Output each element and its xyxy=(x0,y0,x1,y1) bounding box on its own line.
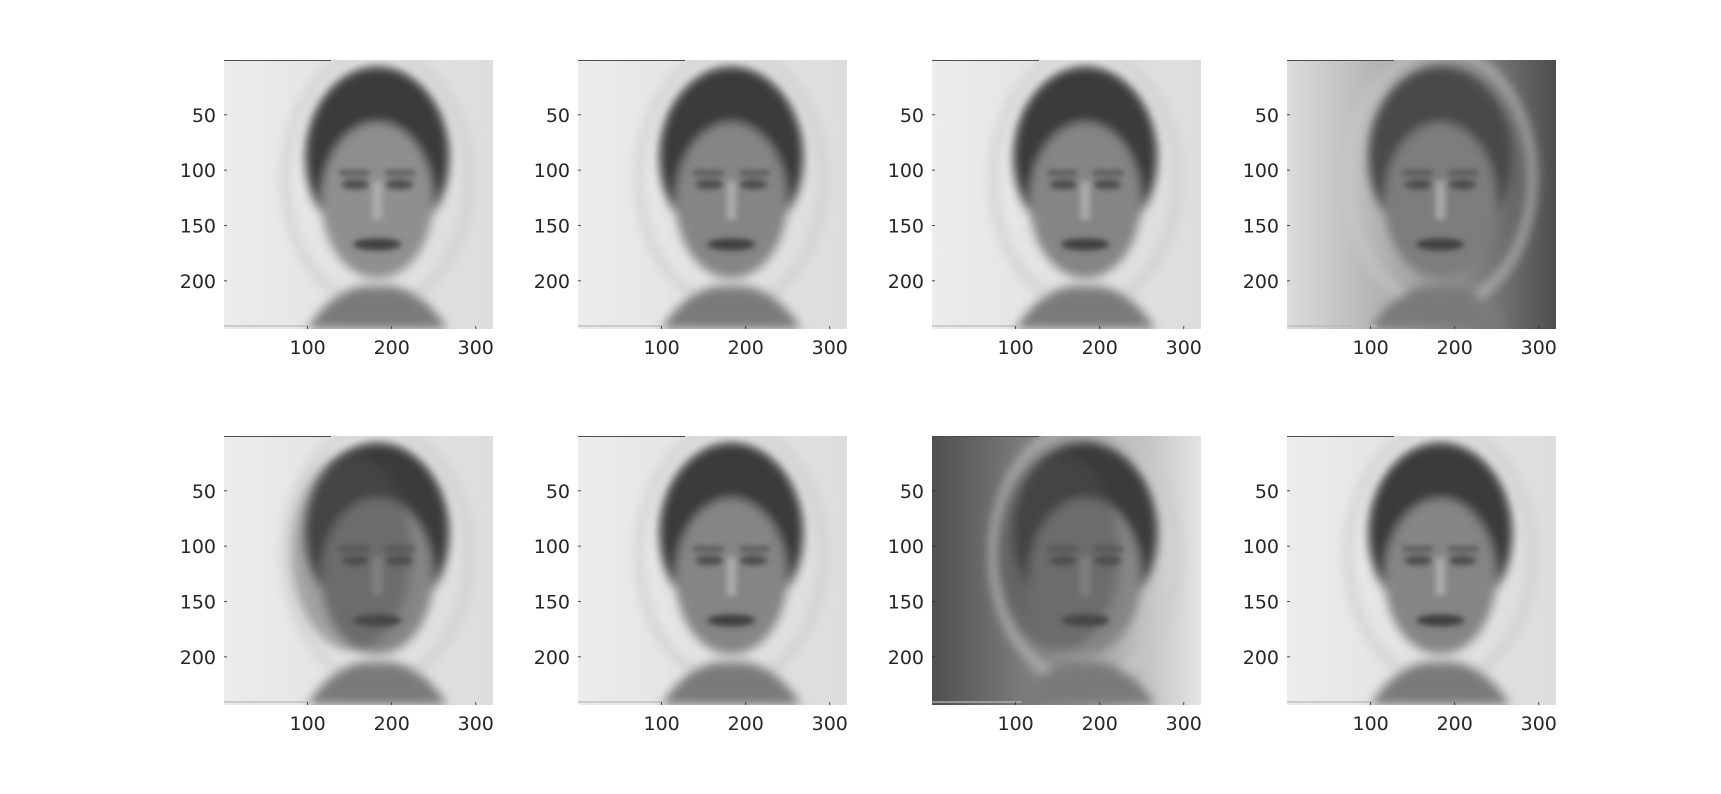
y-tick-label: 50 xyxy=(546,481,570,503)
y-tick-label: 100 xyxy=(1243,160,1279,182)
x-tick-label: 100 xyxy=(998,337,1034,359)
y-tick-label: 200 xyxy=(1243,271,1279,293)
face-image xyxy=(1287,436,1556,705)
x-tick-label: 200 xyxy=(374,713,410,735)
x-tick-label: 300 xyxy=(812,337,848,359)
y-tick-label: 200 xyxy=(534,647,570,669)
x-tick-label: 100 xyxy=(998,713,1034,735)
x-tick-label: 100 xyxy=(1353,337,1389,359)
y-tick-label: 200 xyxy=(180,271,216,293)
y-tick-label: 100 xyxy=(180,536,216,558)
x-tick-label: 300 xyxy=(812,713,848,735)
y-tick-label: 100 xyxy=(888,160,924,182)
face-image xyxy=(578,60,847,329)
y-tick-label: 100 xyxy=(180,160,216,182)
subplot-5: 100 200 300 50 100 150 200 xyxy=(180,436,494,735)
x-tick-label: 300 xyxy=(1521,713,1557,735)
x-tick-label: 100 xyxy=(644,713,680,735)
x-tick-label: 300 xyxy=(1166,713,1202,735)
face-image xyxy=(224,436,493,705)
y-tick-label: 50 xyxy=(192,105,216,127)
y-tick-label: 200 xyxy=(888,647,924,669)
y-tick-label: 150 xyxy=(534,591,570,613)
x-tick-label: 100 xyxy=(644,337,680,359)
y-tick-label: 50 xyxy=(900,481,924,503)
y-tick-label: 50 xyxy=(1255,105,1279,127)
y-tick-label: 150 xyxy=(180,591,216,613)
x-tick-label: 300 xyxy=(1521,337,1557,359)
y-tick-label: 100 xyxy=(534,536,570,558)
subplot-8: 100 200 300 50 100 150 200 xyxy=(1243,436,1557,735)
x-tick-label: 200 xyxy=(728,337,764,359)
y-tick-label: 150 xyxy=(1243,215,1279,237)
y-tick-label: 150 xyxy=(1243,591,1279,613)
face-image xyxy=(578,436,847,705)
y-tick-label: 100 xyxy=(534,160,570,182)
x-tick-label: 100 xyxy=(290,713,326,735)
subplot-6: 100 200 300 50 100 150 200 xyxy=(534,436,848,735)
y-tick-label: 200 xyxy=(180,647,216,669)
subplot-2: 100 200 300 50 100 150 200 xyxy=(534,60,848,359)
x-tick-label: 200 xyxy=(1437,337,1473,359)
x-tick-label: 300 xyxy=(1166,337,1202,359)
y-tick-label: 50 xyxy=(546,105,570,127)
subplot-7: 100 200 300 50 100 150 200 xyxy=(888,436,1202,735)
y-tick-label: 200 xyxy=(888,271,924,293)
y-tick-label: 150 xyxy=(180,215,216,237)
y-tick-label: 200 xyxy=(1243,647,1279,669)
subplot-1: 100 200 300 50 100 150 200 xyxy=(180,60,494,359)
x-tick-label: 100 xyxy=(290,337,326,359)
x-tick-label: 300 xyxy=(458,713,494,735)
x-tick-label: 200 xyxy=(374,337,410,359)
y-tick-label: 100 xyxy=(888,536,924,558)
y-tick-label: 150 xyxy=(888,591,924,613)
x-tick-label: 200 xyxy=(1082,713,1118,735)
face-image xyxy=(224,60,493,329)
y-tick-label: 150 xyxy=(888,215,924,237)
x-tick-label: 100 xyxy=(1353,713,1389,735)
y-tick-label: 100 xyxy=(1243,536,1279,558)
subplot-3: 100 200 300 50 100 150 200 xyxy=(888,60,1202,359)
x-tick-label: 200 xyxy=(728,713,764,735)
y-tick-label: 50 xyxy=(1255,481,1279,503)
x-tick-label: 200 xyxy=(1082,337,1118,359)
face-image xyxy=(932,60,1201,329)
x-tick-label: 300 xyxy=(458,337,494,359)
y-tick-label: 200 xyxy=(534,271,570,293)
subplot-4: 100 200 300 50 100 150 200 xyxy=(1243,60,1557,359)
y-tick-label: 150 xyxy=(534,215,570,237)
y-tick-label: 50 xyxy=(192,481,216,503)
face-image xyxy=(1287,60,1556,329)
x-tick-label: 200 xyxy=(1437,713,1473,735)
y-tick-label: 50 xyxy=(900,105,924,127)
face-image xyxy=(932,436,1201,705)
